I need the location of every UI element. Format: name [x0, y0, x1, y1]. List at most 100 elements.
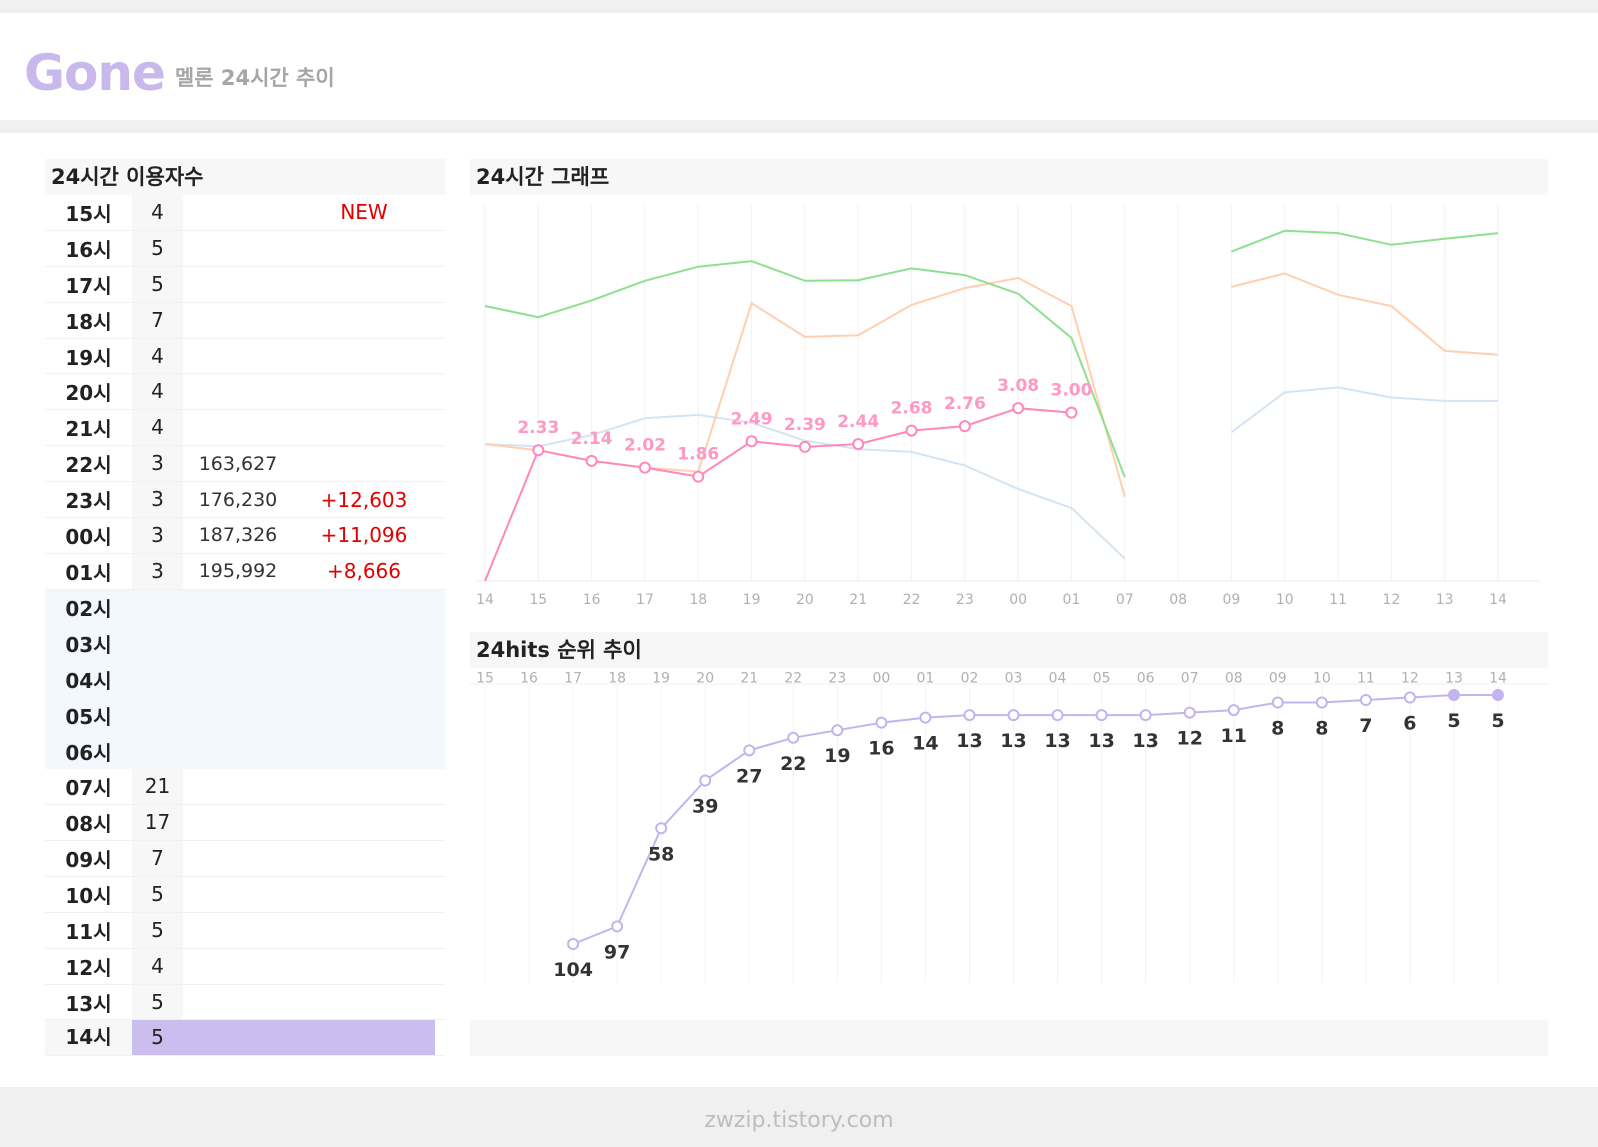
rank-cell	[132, 697, 183, 733]
rank-point	[831, 724, 844, 737]
x-tick-label: 09	[1269, 671, 1287, 687]
rank-point	[1315, 696, 1328, 709]
listener-table: 15시 4 NEW 16시 5 17시 5 18시 7 19시 4 20시 4 21시 4 22시 3 163,6…	[45, 195, 445, 1057]
rank-cell: 5	[132, 266, 183, 302]
data-label: 1.86	[677, 445, 719, 465]
x-tick-label: 13	[1436, 592, 1454, 608]
x-tick-label: 10	[1313, 671, 1331, 687]
page-header: Gone 멜론 24시간 추이	[24, 40, 335, 100]
x-tick-label: 07	[1181, 671, 1199, 687]
table-row: 12시 4	[45, 948, 445, 985]
x-tick-label: 20	[696, 671, 714, 687]
rank-cell: 5	[132, 876, 183, 912]
rank-cell: 3	[132, 553, 183, 589]
table-row: 20시 4	[45, 374, 445, 411]
data-point	[585, 454, 598, 467]
rank-cell: 4	[132, 410, 183, 446]
series-drop-line	[484, 449, 540, 582]
x-tick-label: 16	[520, 671, 538, 687]
hour-cell: 15시	[65, 201, 112, 226]
listeners-cell	[183, 1020, 293, 1056]
rank-point	[787, 731, 800, 744]
table-row: 07시 21	[45, 769, 445, 806]
x-tick-label: 17	[564, 671, 582, 687]
top-band	[0, 0, 1598, 13]
data-point	[958, 420, 971, 433]
x-tick-label: 09	[1223, 592, 1241, 608]
rank-panel-footer	[470, 1020, 1548, 1056]
rank-point	[1007, 709, 1020, 722]
series-line	[484, 229, 1499, 478]
rank-cell	[132, 733, 183, 769]
table-row: 06시	[45, 733, 445, 770]
x-tick-label: 01	[917, 671, 935, 687]
x-tick-label: 08	[1169, 592, 1187, 608]
hour-cell: 21시	[65, 417, 112, 442]
table-row: 10시 5	[45, 876, 445, 913]
table-row: 22시 3 163,627	[45, 446, 445, 483]
hour-cell: 14시	[45, 1020, 132, 1056]
delta-cell: NEW	[340, 200, 388, 225]
table-row: 04시	[45, 661, 445, 698]
x-tick-label: 20	[796, 592, 814, 608]
rank-cell: 7	[132, 841, 183, 876]
hour-cell: 13시	[65, 991, 112, 1016]
hour-cell: 09시	[65, 847, 112, 872]
rank-point	[1447, 689, 1460, 701]
x-tick-label: 17	[636, 592, 654, 608]
x-tick-label: 14	[476, 592, 494, 608]
listeners-cell: 187,326	[198, 524, 278, 547]
table-row: 00시 3 187,326 +11,096	[45, 518, 445, 554]
hour-cell: 07시	[65, 776, 112, 801]
rank-label: 8	[1315, 718, 1328, 740]
rank-label: 13	[1044, 730, 1070, 752]
data-label: 2.49	[731, 409, 773, 429]
song-title: Gone	[24, 44, 166, 102]
table-row: 05시	[45, 697, 445, 734]
hour-cell: 12시	[65, 955, 112, 980]
hour-cell: 08시	[65, 812, 112, 837]
x-tick-label: 06	[1137, 671, 1155, 687]
listeners-cell: 195,992	[198, 560, 278, 583]
rank-label: 19	[824, 745, 850, 767]
rank-point	[875, 716, 888, 729]
rank-cell: 5	[132, 1020, 183, 1056]
x-tick-label: 10	[1276, 592, 1294, 608]
rank-title: 24hits 순위 추이	[470, 632, 1548, 668]
x-tick-label: 19	[652, 671, 670, 687]
table-row: 17시 5	[45, 266, 445, 303]
table-row: 16시 5	[45, 230, 445, 267]
rank-cell: 4	[132, 195, 183, 230]
hour-cell: 23시	[65, 489, 112, 514]
x-tick-label: 19	[743, 592, 761, 608]
series-line	[484, 272, 1499, 498]
listeners-cell: 176,230	[198, 488, 278, 511]
data-point	[745, 435, 758, 448]
table-row: 09시 7	[45, 841, 445, 877]
graph-panel: 24시간 그래프	[470, 159, 1548, 195]
rank-label: 11	[1221, 725, 1247, 747]
x-tick-label: 07	[1116, 592, 1134, 608]
graph-title: 24시간 그래프	[470, 159, 1548, 195]
data-point	[532, 444, 545, 457]
x-tick-label: 01	[1063, 592, 1081, 608]
rank-point	[567, 938, 580, 950]
table-row: 19시 4	[45, 338, 445, 375]
hour-cell: 17시	[65, 273, 112, 298]
hour-cell: 19시	[65, 345, 112, 370]
data-point	[638, 461, 651, 474]
x-tick-label: 13	[1445, 671, 1463, 687]
rank-cell: 3	[132, 446, 183, 482]
rank-point	[919, 711, 932, 724]
x-tick-label: 12	[1401, 671, 1419, 687]
hour-cell: 05시	[65, 704, 112, 729]
rank-label: 13	[1000, 730, 1026, 752]
table-row: 23시 3 176,230 +12,603	[45, 482, 445, 519]
rank-cell: 17	[132, 805, 183, 841]
rank-point	[1359, 694, 1372, 707]
listener-table-title: 24시간 이용자수	[45, 159, 445, 195]
x-tick-label: 18	[689, 592, 707, 608]
x-tick-label: 21	[740, 671, 758, 687]
rank-cell: 21	[132, 769, 183, 805]
x-tick-label: 23	[828, 671, 846, 687]
